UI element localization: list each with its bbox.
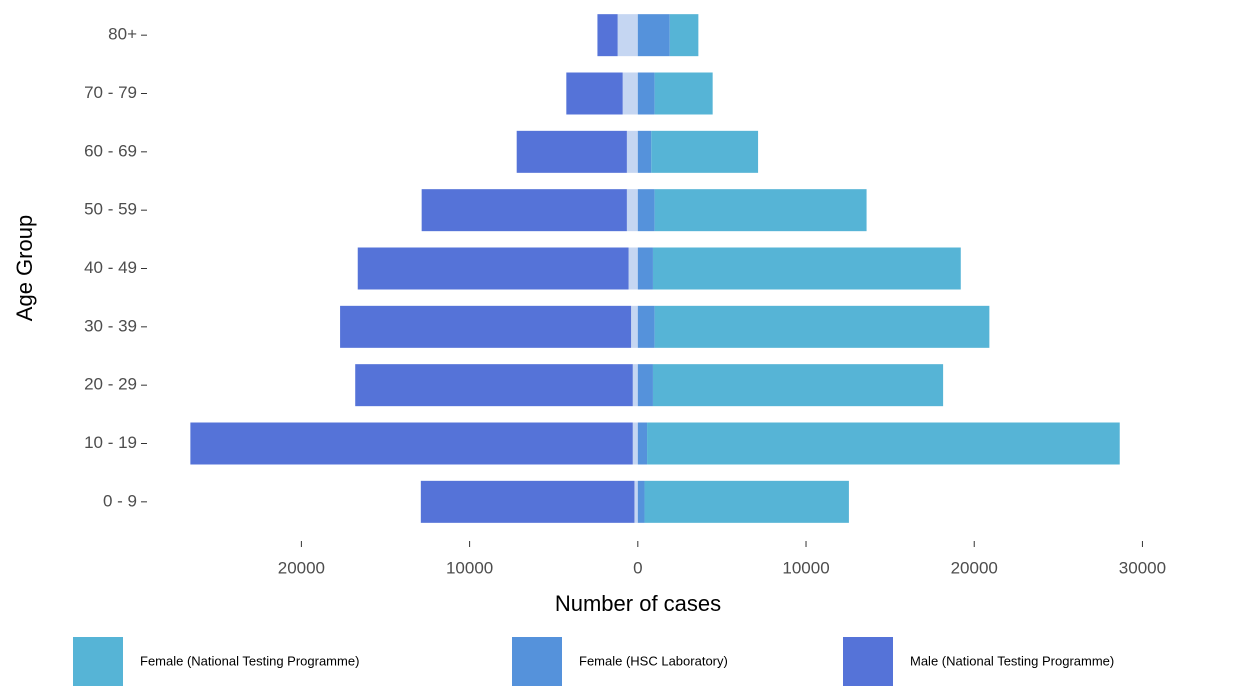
bar [632, 364, 638, 407]
bar [651, 130, 759, 173]
bar [654, 305, 990, 348]
bar [566, 72, 623, 115]
y-tick-label: 60 - 69 [84, 141, 137, 160]
x-tick-label: 20000 [951, 558, 998, 577]
bar [637, 480, 645, 523]
y-tick-label: 70 - 79 [84, 83, 137, 102]
bar [637, 305, 655, 348]
legend-key [73, 637, 123, 687]
bar [340, 305, 632, 348]
bar [421, 189, 627, 232]
bar [420, 480, 635, 523]
bar [626, 189, 638, 232]
y-tick-label: 80+ [108, 25, 137, 44]
legend-label: Female (National Testing Programme) [140, 653, 359, 668]
bar [644, 480, 849, 523]
bar [357, 247, 629, 290]
legend-key [843, 637, 893, 687]
bar [628, 247, 638, 290]
bar [654, 189, 867, 232]
bar [516, 130, 627, 173]
y-tick-label: 10 - 19 [84, 433, 137, 452]
y-tick-label: 40 - 49 [84, 258, 137, 277]
bar [669, 14, 699, 57]
x-tick-label: 20000 [278, 558, 325, 577]
bar [597, 14, 618, 57]
bar [632, 422, 638, 465]
bar [637, 364, 653, 407]
bar [637, 189, 655, 232]
legend-label: Female (HSC Laboratory) [579, 653, 728, 668]
bar [637, 14, 670, 57]
bar [631, 305, 638, 348]
bar [637, 130, 652, 173]
bar [622, 72, 638, 115]
y-tick-label: 30 - 39 [84, 316, 137, 335]
x-tick-label: 0 [633, 558, 642, 577]
bar [634, 480, 638, 523]
bar [637, 72, 655, 115]
y-axis-title: Age Group [12, 215, 37, 321]
bar [647, 422, 1120, 465]
x-tick-label: 30000 [1119, 558, 1166, 577]
y-tick-label: 20 - 29 [84, 375, 137, 394]
bar [652, 247, 961, 290]
bar [626, 130, 638, 173]
bar [654, 72, 713, 115]
y-tick-label: 0 - 9 [103, 491, 137, 510]
x-tick-label: 10000 [782, 558, 829, 577]
legend-label: Male (National Testing Programme) [910, 653, 1114, 668]
bar [652, 364, 944, 407]
bar [190, 422, 633, 465]
bar [355, 364, 633, 407]
bar [637, 422, 648, 465]
x-tick-label: 10000 [446, 558, 493, 577]
bar [617, 14, 638, 57]
legend-key [512, 637, 562, 687]
y-tick-label: 50 - 59 [84, 200, 137, 219]
x-axis-title: Number of cases [555, 591, 721, 616]
bar [637, 247, 653, 290]
